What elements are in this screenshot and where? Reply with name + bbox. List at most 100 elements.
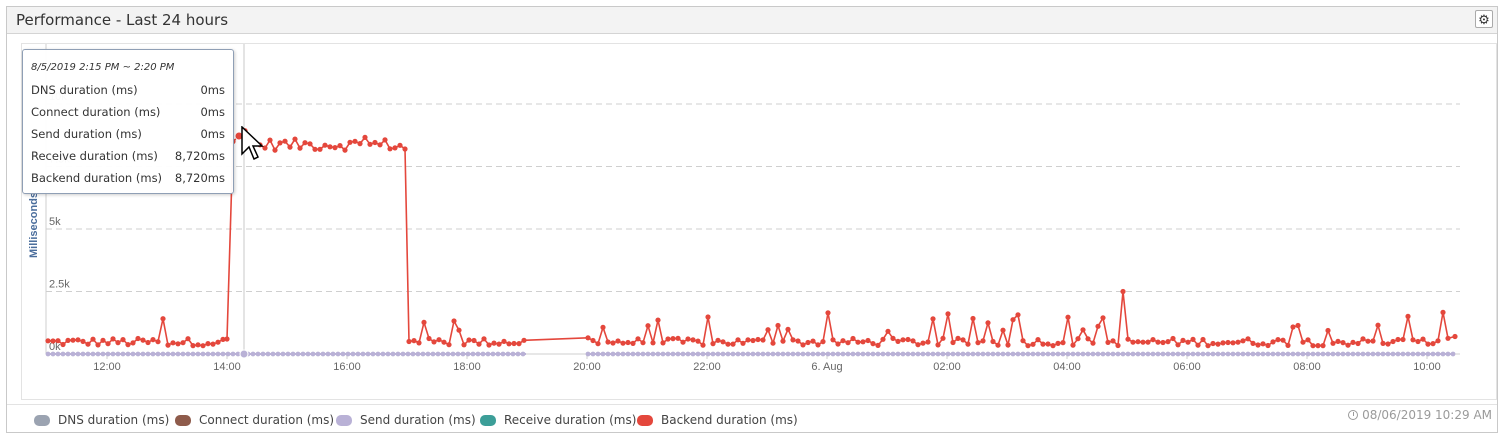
backend-data-point[interactable] — [1285, 342, 1291, 348]
backend-data-point[interactable] — [135, 335, 141, 342]
backend-data-point[interactable] — [115, 340, 121, 346]
send-data-point[interactable] — [1140, 351, 1146, 357]
send-data-point[interactable] — [1035, 351, 1041, 357]
backend-data-point[interactable] — [770, 340, 776, 346]
send-data-point[interactable] — [720, 351, 726, 357]
backend-data-point[interactable] — [890, 335, 896, 341]
backend-data-point[interactable] — [387, 146, 393, 152]
send-data-point[interactable] — [1340, 351, 1346, 357]
send-data-point[interactable] — [230, 351, 236, 357]
send-data-point[interactable] — [860, 351, 866, 357]
send-data-point[interactable] — [1070, 351, 1076, 357]
backend-data-point[interactable] — [885, 328, 891, 334]
send-data-point[interactable] — [135, 351, 141, 357]
backend-data-point[interactable] — [1140, 339, 1146, 345]
send-data-point[interactable] — [900, 351, 906, 357]
send-data-point[interactable] — [840, 351, 846, 357]
send-data-point[interactable] — [175, 351, 181, 357]
backend-data-point[interactable] — [615, 338, 621, 344]
send-data-point[interactable] — [505, 351, 511, 357]
send-data-point[interactable] — [745, 351, 751, 357]
backend-data-point[interactable] — [1350, 339, 1356, 345]
send-data-point[interactable] — [970, 351, 976, 357]
backend-data-point[interactable] — [1090, 340, 1096, 346]
backend-data-point[interactable] — [945, 311, 951, 317]
backend-data-point[interactable] — [1110, 338, 1116, 344]
backend-data-point[interactable] — [125, 342, 131, 348]
backend-data-point[interactable] — [145, 339, 151, 346]
backend-data-point[interactable] — [130, 340, 136, 346]
backend-data-point[interactable] — [80, 338, 86, 344]
backend-data-point[interactable] — [1445, 335, 1451, 341]
send-data-point[interactable] — [610, 351, 616, 357]
backend-data-point[interactable] — [1340, 340, 1346, 346]
backend-data-point[interactable] — [1330, 340, 1336, 346]
send-data-point[interactable] — [635, 351, 641, 357]
backend-data-point[interactable] — [750, 337, 756, 344]
backend-data-point[interactable] — [416, 340, 422, 346]
send-data-point[interactable] — [200, 351, 206, 357]
backend-data-point[interactable] — [1395, 336, 1401, 343]
backend-data-point[interactable] — [715, 337, 721, 343]
send-data-point[interactable] — [370, 351, 376, 357]
send-data-point[interactable] — [1390, 351, 1396, 357]
backend-data-point[interactable] — [150, 337, 156, 343]
send-data-point[interactable] — [975, 351, 981, 357]
send-data-point[interactable] — [1170, 351, 1176, 357]
send-data-point[interactable] — [825, 351, 831, 357]
send-data-point[interactable] — [165, 351, 171, 357]
backend-data-point[interactable] — [1130, 339, 1136, 345]
send-data-point[interactable] — [680, 351, 686, 357]
backend-data-point[interactable] — [855, 339, 861, 345]
backend-data-point[interactable] — [780, 338, 786, 344]
backend-data-point[interactable] — [1220, 340, 1226, 346]
send-data-point[interactable] — [290, 351, 296, 357]
backend-data-point[interactable] — [1452, 333, 1458, 340]
send-data-point[interactable] — [835, 351, 841, 357]
send-data-point[interactable] — [1150, 351, 1156, 357]
backend-data-point[interactable] — [775, 322, 781, 329]
send-data-point[interactable] — [600, 351, 606, 357]
backend-data-point[interactable] — [1320, 343, 1326, 349]
backend-data-point[interactable] — [501, 338, 507, 344]
backend-data-point[interactable] — [456, 327, 462, 333]
send-data-point[interactable] — [1325, 351, 1331, 357]
send-data-point[interactable] — [905, 351, 911, 357]
backend-data-point[interactable] — [1280, 337, 1286, 343]
backend-data-point[interactable] — [1390, 338, 1396, 345]
send-data-point[interactable] — [1210, 351, 1216, 357]
backend-data-point[interactable] — [1210, 340, 1216, 347]
backend-data-point[interactable] — [1245, 336, 1251, 342]
send-data-point[interactable] — [590, 351, 596, 357]
send-data-point[interactable] — [1375, 351, 1381, 357]
send-data-point[interactable] — [180, 351, 186, 357]
backend-data-point[interactable] — [90, 336, 96, 342]
backend-data-point[interactable] — [1165, 339, 1171, 345]
send-data-point[interactable] — [100, 351, 106, 357]
backend-data-point[interactable] — [1200, 336, 1206, 343]
send-data-point[interactable] — [685, 351, 691, 357]
backend-data-point[interactable] — [1180, 337, 1186, 343]
backend-data-point[interactable] — [1410, 337, 1416, 343]
send-data-point[interactable] — [1275, 351, 1281, 357]
legend-item-receive[interactable]: Receive duration (ms) — [480, 413, 636, 427]
send-data-point[interactable] — [225, 351, 231, 357]
backend-data-point[interactable] — [735, 337, 741, 343]
send-data-point[interactable] — [755, 351, 761, 357]
gear-icon[interactable]: ⚙ — [1475, 10, 1493, 28]
send-data-point[interactable] — [750, 351, 756, 357]
send-data-point[interactable] — [990, 351, 996, 357]
backend-data-point[interactable] — [170, 340, 176, 346]
backend-data-point[interactable] — [820, 339, 826, 345]
send-data-point[interactable] — [595, 351, 601, 357]
send-data-point[interactable] — [805, 351, 811, 357]
send-data-point[interactable] — [1250, 351, 1256, 357]
backend-data-point[interactable] — [1095, 323, 1101, 329]
backend-data-point[interactable] — [1145, 339, 1151, 345]
backend-data-point[interactable] — [800, 342, 806, 348]
send-data-point[interactable] — [450, 351, 456, 357]
backend-data-point[interactable] — [1230, 340, 1236, 346]
send-data-point[interactable] — [1365, 351, 1371, 357]
backend-data-point[interactable] — [372, 139, 378, 146]
send-data-point[interactable] — [1120, 351, 1126, 357]
